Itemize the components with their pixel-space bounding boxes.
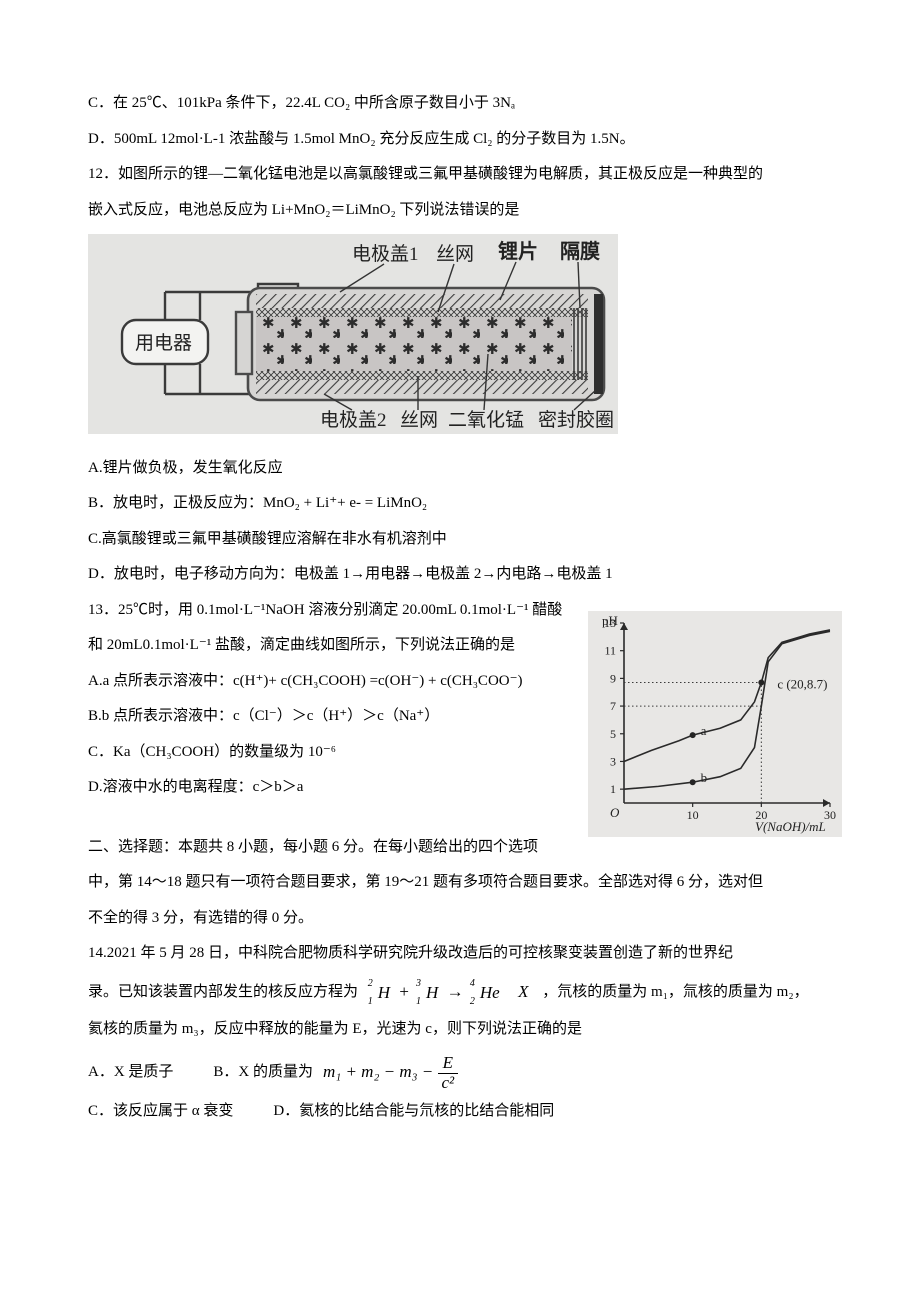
svg-text:9: 9 (610, 671, 616, 685)
q14-stem-2b: ，氘核的质量为 m₁，氚核的质量为 m₂， (542, 983, 808, 999)
svg-text:3: 3 (610, 754, 616, 768)
q12-stem-1: 12．如图所示的锂—二氧化锰电池是以高氯酸锂或三氟甲基磺酸锂为电解质，其正极反应… (88, 159, 832, 191)
q11-option-c: C．在 25℃、101kPa 条件下，22.4L CO₂ 中所含原子数目小于 3… (88, 88, 832, 120)
battery-diagram: ✱ ✱ 用电器 电极盖1 丝网 锂片 隔膜 电极盖2 丝网 二氧化锰 密封胶圈 (88, 234, 618, 434)
svg-text:10: 10 (687, 808, 699, 822)
fraction-numerator: E (438, 1054, 459, 1074)
q14-option-a: A．X 是质子 (88, 1057, 173, 1089)
q12-option-a: A.锂片做负极，发生氧化反应 (88, 453, 832, 485)
svg-text:V(NaOH)/mL: V(NaOH)/mL (755, 819, 826, 834)
formula-fraction: E c² (438, 1054, 459, 1092)
svg-text:丝网: 丝网 (436, 243, 474, 265)
q14-option-b: B．X 的质量为 m₁ + m₂ − m₃ − E c² (213, 1054, 462, 1092)
titration-chart: 135791113102030pHV(NaOH)/mLOabc (20,8.7) (588, 611, 842, 837)
svg-text:密封胶圈: 密封胶圈 (538, 409, 614, 431)
q14-stem-1: 14.2021 年 5 月 28 日，中科院合肥物质科学研究院升级改造后的可控核… (88, 938, 832, 970)
svg-text:5: 5 (610, 726, 616, 740)
svg-text:电极盖2: 电极盖2 (320, 409, 387, 431)
svg-text:c (20,8.7): c (20,8.7) (777, 676, 827, 691)
q14-options-ab: A．X 是质子 B．X 的质量为 m₁ + m₂ − m₃ − E c² (88, 1054, 832, 1092)
q14-option-d: D．氦核的比结合能与氘核的比结合能相同 (273, 1096, 554, 1128)
svg-text:O: O (610, 805, 620, 820)
svg-text:锂片: 锂片 (498, 239, 538, 263)
svg-text:pH: pH (602, 613, 618, 628)
q12-stem-2: 嵌入式反应，电池总反应为 Li+MnO₂＝LiMnO₂ 下列说法错误的是 (88, 195, 832, 227)
svg-text:b: b (701, 770, 708, 785)
q14-options-cd: C．该反应属于 α 衰变 D．氦核的比结合能与氘核的比结合能相同 (88, 1096, 832, 1128)
q14-stem-2: 录。已知该装置内部发生的核反应方程为 21H + 31H → 42He X ，氘… (88, 974, 832, 1011)
formula-lhs: m₁ + m₂ − m₃ − (323, 1062, 433, 1081)
svg-text:隔膜: 隔膜 (560, 239, 600, 263)
fraction-denominator: c² (438, 1074, 459, 1093)
q14-option-b-label: B．X 的质量为 (213, 1057, 313, 1089)
q14-stem-3: 氦核的质量为 m₃，反应中释放的能量为 E，光速为 c，则下列说法正确的是 (88, 1014, 832, 1046)
q13-option-a: A.a 点所表示溶液中：c(H⁺)+ c(CH₃COOH) =c(OH⁻) + … (88, 666, 568, 698)
svg-text:30: 30 (824, 808, 836, 822)
svg-text:用电器: 用电器 (135, 332, 192, 354)
q13-stem-1: 13．25℃时，用 0.1mol·L⁻¹NaOH 溶液分别滴定 20.00mL … (88, 595, 568, 627)
q13-option-c: C．Ka（CH₃COOH）的数量级为 10⁻⁶ (88, 737, 568, 769)
nuclear-equation: 21H + 31H → 42He X (362, 974, 539, 1011)
svg-text:a: a (701, 723, 707, 738)
svg-text:11: 11 (604, 643, 616, 657)
q12-option-b: B．放电时，正极反应为：MnO₂ + Li⁺+ e- = LiMnO₂ (88, 488, 832, 520)
svg-text:丝网: 丝网 (400, 409, 438, 431)
svg-text:电极盖1: 电极盖1 (352, 243, 419, 265)
section2-cont2: 不全的得 3 分，有选错的得 0 分。 (88, 903, 832, 935)
q13-stem-2: 和 20mL0.1mol·L⁻¹ 盐酸，滴定曲线如图所示，下列说法正确的是 (88, 630, 568, 662)
svg-text:二氧化锰: 二氧化锰 (448, 409, 524, 431)
q12-option-d: D．放电时，电子移动方向为：电极盖 1→用电器→电极盖 2→内电路→电极盖 1 (88, 559, 832, 591)
q13-option-d: D.溶液中水的电离程度：c＞b＞a (88, 772, 568, 804)
q13-option-b: B.b 点所表示溶液中：c（Cl⁻）＞c（H⁺）＞c（Na⁺） (88, 701, 568, 733)
q11-option-d: D．500mL 12mol·L-1 浓盐酸与 1.5mol MnO₂ 充分反应生… (88, 124, 832, 156)
q14-option-c: C．该反应属于 α 衰变 (88, 1096, 233, 1128)
svg-text:1: 1 (610, 782, 616, 796)
q14-stem-2a: 录。已知该装置内部发生的核反应方程为 (88, 983, 358, 999)
q12-option-c: C.高氯酸锂或三氟甲基磺酸锂应溶解在非水有机溶剂中 (88, 524, 832, 556)
section2-cont1: 中，第 14～18 题只有一项符合题目要求，第 19～21 题有多项符合题目要求… (88, 867, 832, 899)
svg-text:7: 7 (610, 699, 616, 713)
q14-option-b-formula: m₁ + m₂ − m₃ − E c² (319, 1054, 462, 1092)
